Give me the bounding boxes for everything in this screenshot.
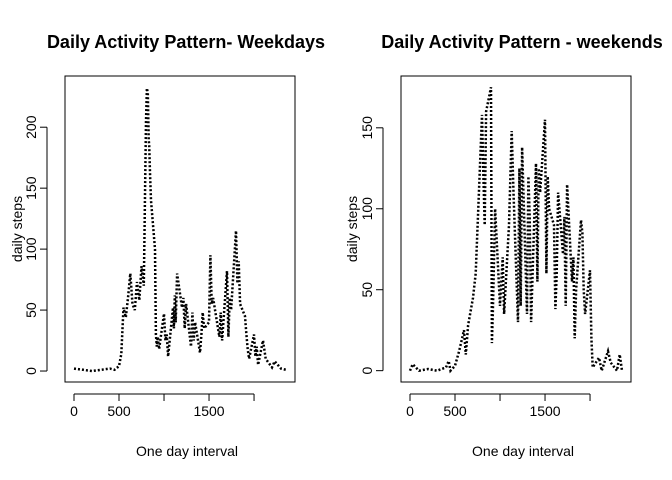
series-line-weekends bbox=[408, 87, 624, 376]
y-tick-label: 50 bbox=[359, 282, 375, 298]
y-axis-weekdays: 0 50 100 150 200 bbox=[23, 115, 48, 375]
x-tick-label: 0 bbox=[70, 403, 78, 419]
weekdays-panel: Daily Activity Pattern- Weekdays 0 50 100 1… bbox=[9, 32, 325, 459]
y-tick-label: 200 bbox=[23, 115, 39, 139]
x-tick-label: 1500 bbox=[193, 403, 224, 419]
y-axis-weekends: 0 50 100 150 bbox=[359, 116, 384, 375]
y-tick-label: 100 bbox=[23, 237, 39, 261]
weekends-panel: Daily Activity Pattern - weekends 0 50 100… bbox=[344, 32, 663, 459]
y-tick-label: 0 bbox=[23, 367, 39, 375]
x-tick-label: 500 bbox=[443, 403, 467, 419]
series-line-weekdays bbox=[73, 87, 287, 373]
y-tick-label: 150 bbox=[359, 116, 375, 140]
x-tick-label: 0 bbox=[406, 403, 414, 419]
chart-title-weekdays: Daily Activity Pattern- Weekdays bbox=[47, 32, 325, 52]
x-axis-label-weekends: One day interval bbox=[472, 443, 574, 459]
chart-title-weekends: Daily Activity Pattern - weekends bbox=[381, 32, 662, 52]
plot-box-weekdays bbox=[64, 75, 296, 383]
y-tick-label: 100 bbox=[359, 197, 375, 221]
y-axis-label-weekdays: daily steps bbox=[9, 196, 25, 262]
x-axis-weekends: 0 500 1500 bbox=[406, 393, 591, 419]
x-axis-label-weekdays: One day interval bbox=[136, 443, 238, 459]
x-tick-label: 1500 bbox=[529, 403, 560, 419]
y-axis-label-weekends: daily steps bbox=[344, 196, 360, 262]
y-tick-label: 50 bbox=[23, 302, 39, 318]
y-tick-label: 150 bbox=[23, 176, 39, 200]
x-axis-weekdays: 0 500 1500 bbox=[70, 393, 255, 419]
x-tick-label: 500 bbox=[107, 403, 131, 419]
plot-box-weekends bbox=[400, 75, 632, 383]
y-tick-label: 0 bbox=[359, 367, 375, 375]
